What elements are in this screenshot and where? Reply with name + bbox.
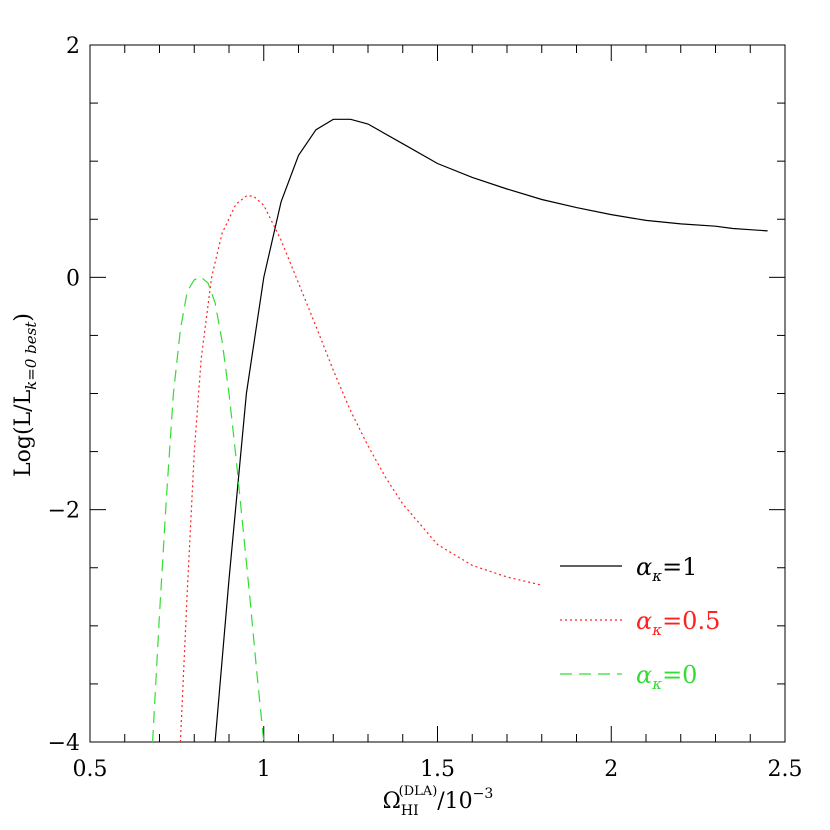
x-axis-label-main: Ω bbox=[383, 789, 401, 814]
y-axis-label: Log(L/Lk=0 best) bbox=[11, 313, 40, 477]
x-tick-label: 0.5 bbox=[73, 757, 108, 782]
legend-label-2: ακ=0 bbox=[636, 661, 697, 693]
series-line-1 bbox=[179, 195, 542, 742]
legend-label-0: ακ=1 bbox=[636, 553, 697, 585]
legend-eq: =0.5 bbox=[662, 607, 720, 635]
series-line-2 bbox=[152, 276, 265, 742]
legend-eq: =0 bbox=[662, 661, 697, 689]
y-tick-label: −4 bbox=[48, 731, 80, 756]
legend-eq: =1 bbox=[662, 553, 697, 581]
x-axis-label-tail-sup: −3 bbox=[473, 786, 494, 802]
x-axis-label-sup: (DLA) bbox=[399, 784, 438, 799]
legend-kappa: κ bbox=[651, 567, 662, 585]
plot-frame bbox=[89, 44, 786, 743]
y-tick-label: 2 bbox=[66, 34, 80, 59]
y-tick-label: 0 bbox=[66, 266, 80, 291]
x-tick-label: 1 bbox=[257, 757, 271, 782]
x-tick-label: 2 bbox=[604, 757, 618, 782]
legend-kappa: κ bbox=[651, 621, 662, 639]
x-axis-label: ΩHI (DLA)/10−3 bbox=[383, 784, 494, 819]
legend-label-1: ακ=0.5 bbox=[636, 607, 720, 639]
legend-kappa: κ bbox=[651, 675, 662, 693]
x-tick-label: 2.5 bbox=[768, 757, 803, 782]
x-axis-label-sub: HI bbox=[401, 803, 419, 819]
legend-alpha: α bbox=[636, 661, 652, 689]
y-axis-label-main: Log(L/L bbox=[11, 389, 36, 477]
x-tick-label: 1.5 bbox=[420, 757, 455, 782]
y-tick-label: −2 bbox=[48, 499, 80, 524]
series-line-0 bbox=[214, 118, 768, 742]
y-axis-label-tail: ) bbox=[11, 313, 36, 322]
y-axis-label-sub: k=0 best bbox=[22, 321, 40, 390]
legend-alpha: α bbox=[636, 607, 652, 635]
x-axis-label-tail: /10 bbox=[437, 789, 472, 814]
legend-alpha: α bbox=[636, 553, 652, 581]
